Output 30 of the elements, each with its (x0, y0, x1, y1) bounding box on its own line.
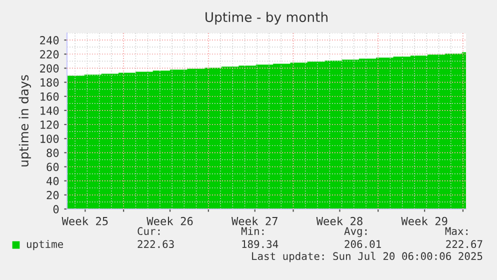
y-tick-label: 240 (40, 36, 59, 44)
text: 206.01 (344, 240, 381, 248)
y-tick-label: 120 (40, 120, 59, 129)
text: Last update: Sun Jul 20 06:00:06 2025 (252, 252, 482, 262)
y-tick-label: 220 (40, 50, 59, 59)
y-tick-label: 40 (46, 176, 59, 186)
legend-label: uptime (26, 240, 64, 250)
y-tick-label: 140 (40, 106, 59, 115)
text: Cur: (138, 227, 160, 236)
x-tick-label: Week 25 (62, 216, 108, 226)
y-tick-label: 180 (40, 78, 59, 87)
x-tick-label: Week 28 (316, 216, 362, 226)
text: Max: (445, 227, 468, 236)
y-tick-label: 0 (53, 205, 59, 214)
y-axis-title: uptime in days (18, 75, 31, 166)
y-tick-label: 160 (40, 92, 59, 101)
text: 222.67 (446, 240, 482, 248)
chart-title: Uptime - by month (206, 12, 328, 25)
text: 222.63 (138, 240, 174, 248)
y-tick-label: 200 (40, 64, 59, 73)
text: 189.34 (242, 240, 278, 248)
y-tick-label: 80 (46, 148, 59, 158)
text: Avg: (344, 227, 367, 238)
y-tick-label: 60 (46, 162, 59, 172)
text: Min: (241, 226, 264, 235)
x-tick-label: Week 26 (146, 216, 193, 226)
y-tick-label: 100 (40, 134, 59, 144)
x-tick-label: Week 29 (401, 216, 448, 226)
y-tick-label: 20 (46, 190, 59, 200)
x-tick-label: Week 27 (231, 216, 278, 226)
